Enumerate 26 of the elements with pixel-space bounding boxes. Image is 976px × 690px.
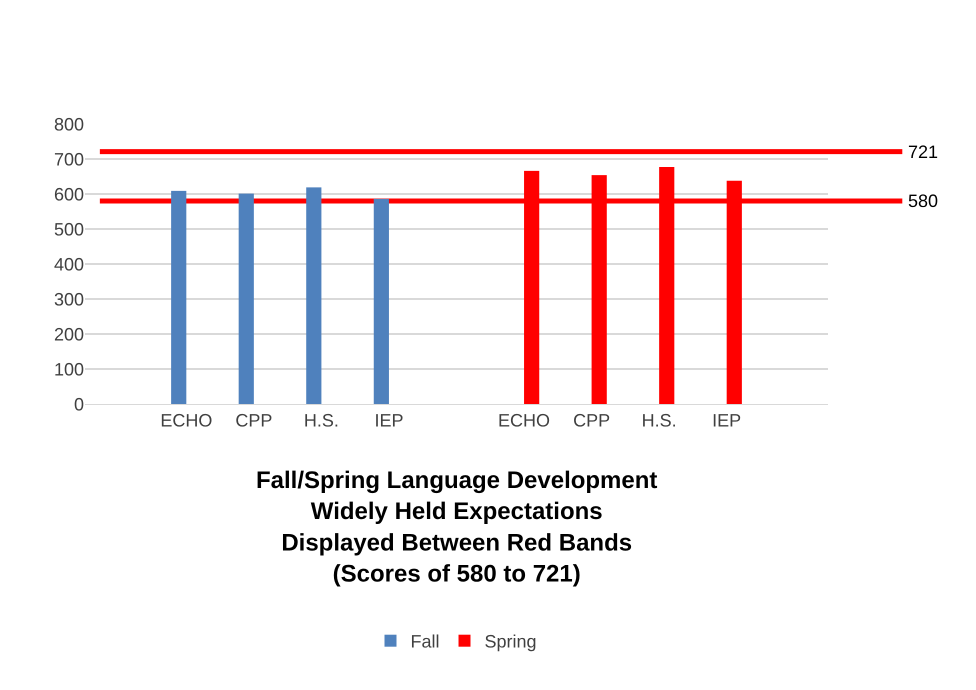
y-tick-label: 300 (54, 289, 84, 310)
x-tick-label: CPP (573, 410, 610, 431)
bar (374, 198, 389, 404)
y-tick-label: 200 (54, 324, 84, 344)
text: Fall/Spring Language Development Widely Held Expectations Displayed Between Red Bands (Scores of 580 to 721) (256, 467, 658, 588)
y-tick-label: 700 (54, 149, 84, 170)
y-tick-label: 400 (54, 254, 84, 274)
ref-line-label: 721 (908, 142, 938, 162)
y-tick-label: 600 (54, 184, 84, 204)
y-tick-label: 500 (54, 219, 84, 240)
x-tick-label: IEP (374, 410, 404, 431)
x-tick-label: ECHO (160, 410, 212, 431)
y-tick-label: 100 (54, 359, 84, 380)
bar (238, 194, 254, 404)
bar (171, 190, 186, 404)
y-tick-label: 0 (74, 394, 84, 414)
y-tick-label: 800 (54, 114, 84, 134)
x-tick-label: H.S. (642, 410, 677, 431)
legend-label: Spring (484, 632, 537, 652)
x-tick-label: H.S. (304, 410, 339, 431)
legend-label: Fall (410, 632, 440, 652)
x-tick-label: IEP (712, 410, 742, 431)
bar (306, 187, 322, 404)
x-tick-label: ECHO (498, 410, 550, 431)
x-tick-label: CPP (235, 410, 272, 431)
ref-line-label: 580 (908, 191, 938, 211)
